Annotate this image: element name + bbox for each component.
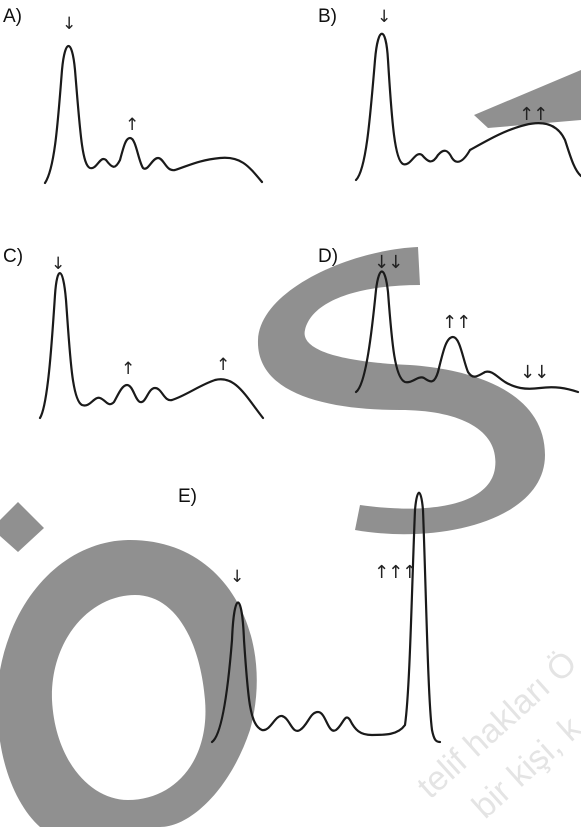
arrow-label: ↓↓ [374, 252, 402, 273]
spectrum-curve [38, 272, 265, 420]
watermark-shapes: telif hakları Ö bir kişi, k [0, 70, 581, 827]
arrow-label: ↓ [62, 14, 76, 34]
arrow-label: ↓ [230, 567, 244, 587]
arrow-label: ↑ [216, 355, 230, 375]
panel-b: B) ↓ ↑↑ [318, 6, 581, 182]
panel-label: D) [318, 246, 338, 267]
spectrum-curve [43, 45, 264, 185]
arrow-label: ↑↑ [442, 312, 470, 333]
panel-label: B) [318, 6, 337, 27]
arrow-label: ↓ [377, 7, 391, 27]
spectrum-curve [354, 270, 580, 394]
spectrum-curve [210, 491, 442, 744]
watermark-band [474, 70, 581, 128]
panel-e: E) ↓ ↑↑↑ [178, 486, 442, 744]
spectrum-curve [354, 32, 581, 182]
watermark-s-letter [257, 247, 545, 535]
panel-label: E) [178, 486, 197, 507]
panel-a: A) ↓ ↑ [3, 6, 264, 185]
panel-c: C) ↓ ↑ ↑ [3, 246, 265, 420]
arrow-label: ↑ [125, 115, 139, 135]
panel-label: C) [3, 246, 23, 267]
arrow-label: ↑ [121, 359, 135, 379]
watermark-o-letter [0, 540, 257, 827]
watermark-diamond [0, 502, 44, 552]
panel-d: D) ↓↓ ↑↑ ↓↓ [318, 246, 580, 394]
arrow-label: ↓↓ [520, 362, 548, 383]
arrow-label: ↑↑↑ [374, 562, 416, 583]
arrow-label: ↑↑ [519, 104, 547, 125]
arrow-label: ↓ [51, 254, 65, 274]
panel-label: A) [3, 6, 22, 27]
